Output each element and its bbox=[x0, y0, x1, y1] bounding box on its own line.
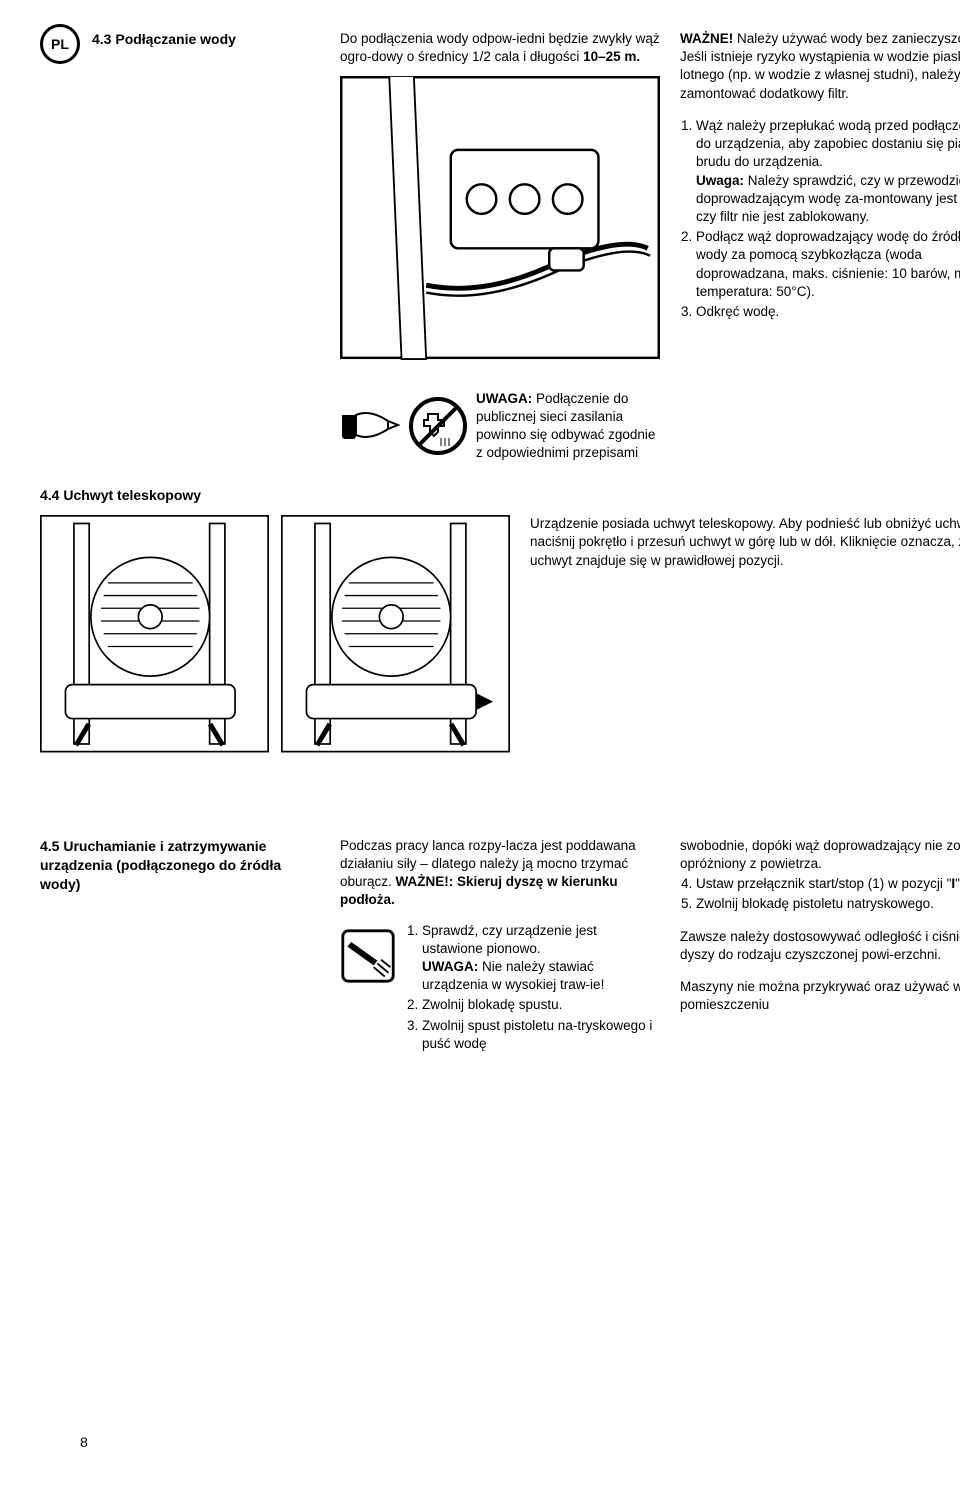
sec45-right-a: swobodnie, dopóki wąż doprowadzający nie… bbox=[680, 837, 960, 873]
sec43-li1: Wąż należy przepłukać wodą przed podłącz… bbox=[696, 117, 960, 226]
sec43-li1-text: Wąż należy przepłukać wodą przed podłącz… bbox=[696, 118, 960, 169]
spray-down-icon bbox=[340, 928, 396, 984]
sec43-right-top: WAŻNE! Należy używać wody bez zanieczysz… bbox=[680, 30, 960, 103]
illustration-telescope-1 bbox=[40, 515, 269, 752]
sec44-title: 4.4 Uchwyt teleskopowy bbox=[40, 486, 960, 505]
sec45-right-b: Zawsze należy dostosowywać odległość i c… bbox=[680, 928, 960, 964]
sec45-right-c: Maszyny nie można przykrywać oraz używać… bbox=[680, 978, 960, 1014]
sec45-li4-b: ". bbox=[955, 876, 960, 891]
uwaga-label: UWAGA: bbox=[476, 391, 532, 406]
sec43-title: 4.3 Podłączanie wody bbox=[92, 30, 236, 49]
sec43-list: Wąż należy przepłukać wodą przed podłącz… bbox=[680, 117, 960, 321]
lang-badge: PL bbox=[40, 24, 80, 64]
sec45-li1-a: Sprawdź, czy urządzenie jest ustawione p… bbox=[422, 923, 597, 956]
page-number: 8 bbox=[80, 1433, 88, 1452]
sec45-li1-bold: UWAGA: bbox=[422, 959, 478, 974]
no-tap-icon bbox=[408, 396, 468, 456]
sec45-li5: Zwolnij blokadę pistoletu natryskowego. bbox=[696, 895, 960, 913]
sec45-list: Sprawdź, czy urządzenie jest ustawione p… bbox=[406, 922, 660, 1056]
sec43-intro-bold: 10–25 m. bbox=[583, 49, 640, 64]
sec45-li4: Ustaw przełącznik start/stop (1) w pozyc… bbox=[696, 875, 960, 893]
sec43-intro: Do podłączenia wody odpow-iedni będzie z… bbox=[340, 30, 660, 66]
sec44-text: Urządzenie posiada uchwyt teleskopowy. A… bbox=[530, 515, 960, 570]
sec43-right-bold: WAŻNE! bbox=[680, 31, 733, 46]
pointing-hand-icon bbox=[340, 401, 400, 451]
sec45-li2: Zwolnij blokadę spustu. bbox=[422, 996, 660, 1014]
illustration-telescope-2 bbox=[281, 515, 510, 752]
sec45-li1: Sprawdź, czy urządzenie jest ustawione p… bbox=[422, 922, 660, 995]
sec45-list-right: Ustaw przełącznik start/stop (1) w pozyc… bbox=[680, 875, 960, 913]
sec43-li3: Odkręć wodę. bbox=[696, 303, 960, 321]
illustration-hose-connect bbox=[340, 76, 660, 359]
sec45-li3: Zwolnij spust pistoletu na-tryskowego i … bbox=[422, 1017, 660, 1053]
uwaga-block: UWAGA: Podłączenie do publicznej sieci z… bbox=[340, 390, 660, 463]
sec45-mid: Podczas pracy lanca rozpy-lacza jest pod… bbox=[340, 837, 660, 910]
sec45-li4-a: Ustaw przełącznik start/stop (1) w pozyc… bbox=[696, 876, 951, 891]
sec43-li1-note-bold: Uwaga: bbox=[696, 173, 744, 188]
sec45-title: 4.5 Uruchamianie i zatrzymywanie urządze… bbox=[40, 837, 320, 894]
sec43-li2: Podłącz wąż doprowadzający wodę do źródł… bbox=[696, 228, 960, 301]
